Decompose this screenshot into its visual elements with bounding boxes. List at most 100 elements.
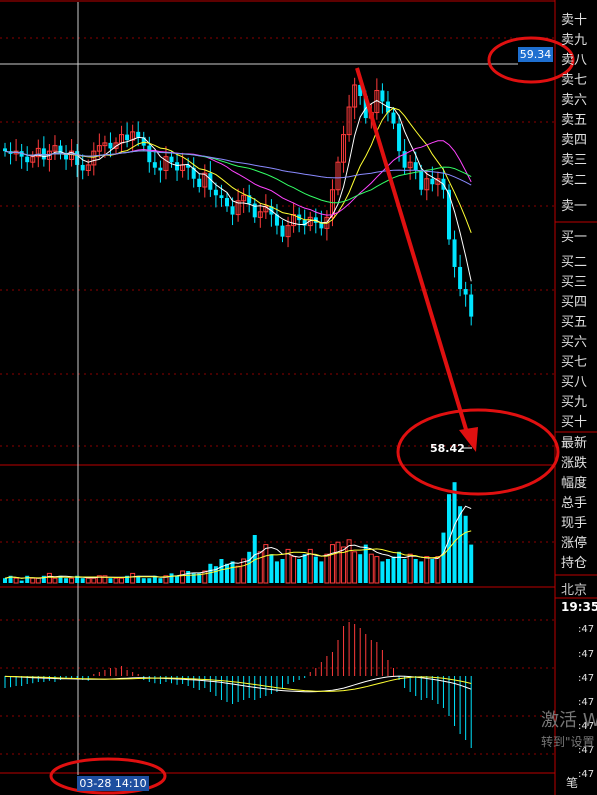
volume-bar-down [64,578,69,583]
volume-bar-down [313,556,318,583]
volume-bar-up [52,577,58,584]
candle-body-down [252,203,257,218]
volume-bar-down [136,575,141,583]
volume-bar-down [274,561,279,583]
activate-watermark: 激活 W [541,710,597,731]
ma60-line [4,150,472,186]
sell-level-label: 卖四 [561,133,588,148]
candle-body-down [208,173,213,190]
volume-bar-down [41,575,46,583]
quote-field-label: 持仓 [561,556,588,571]
volume-bar-up [424,556,430,584]
candle-body-down [430,178,435,185]
tick-price: :47 [578,697,595,708]
volume-bar-up [130,572,136,584]
volume-bar-down [3,578,7,583]
volume-bar-down [397,551,402,583]
tick-price: :47 [578,624,595,635]
volume-bar-down [463,515,468,583]
volume-bar-down [402,559,407,583]
candle-body-up [130,131,136,141]
volume-bar-up [119,577,125,584]
candle-body-down [391,112,396,124]
candle-body-down [225,198,229,207]
candle-body-down [147,145,152,163]
volume-bar-up [435,556,441,584]
sell-level-label: 卖八 [561,53,588,68]
candle-body-down [141,137,146,146]
candle-body-down [280,225,285,237]
volume-bar-down [385,559,390,583]
candle-body-up [352,84,358,108]
candle-body-down [64,153,69,160]
current-time: 19:35 [561,600,597,614]
volume-bar-up [180,570,186,584]
buy-level-label: 买一 [561,230,588,245]
candle-body-up [85,164,91,171]
exchange-city: 北京 [561,583,588,598]
volume-bar-up [113,577,119,584]
candle-body-up [30,156,36,163]
quote-field-label: 幅度 [561,476,588,491]
sell-level-label: 卖三 [561,153,588,168]
quote-field-label: 涨停 [561,536,588,551]
buy-level-label: 买六 [561,335,588,350]
candle-body-down [191,167,196,179]
volume-bar-up [307,548,313,584]
volume-bar-down [430,559,435,583]
sell-level-label: 卖十 [561,13,588,28]
candle-body-down [219,195,224,199]
candle-body-down [175,162,180,171]
candle-body-down [41,148,46,160]
activate-watermark-hint: 转到"设置 [541,735,595,749]
quote-field-label: 涨跌 [561,456,588,471]
candle-body-down [136,131,141,138]
candle-body-down [19,151,24,157]
candle-body-up [329,189,335,218]
candle-body-down [3,148,7,152]
candle-body-down [25,156,30,163]
volume-bar-down [280,559,285,583]
annotation-ellipse-low [396,408,560,496]
high-price-tag: 59.34 [518,47,553,62]
candle-body-down [463,289,468,295]
sell-level-label: 卖二 [561,173,588,188]
annotation-ellipse-time [49,757,167,795]
volume-bar-down [108,578,113,583]
candle-body-up [346,106,352,136]
volume-ma10-line [4,530,472,579]
volume-bar-up [368,553,374,584]
volume-bar-up [346,539,352,584]
candle-body-up [263,205,269,213]
sell-level-label: 卖一 [561,199,588,214]
volume-bar-down [225,563,229,583]
volume-bar-down [380,561,385,583]
volume-bar-down [391,556,396,583]
candle-body-up [46,150,52,160]
volume-bar-down [452,482,457,583]
sell-level-label: 卖七 [561,73,588,88]
volume-bar-up [324,553,330,584]
volume-bar-down [458,506,463,583]
candle-body-up [285,225,291,238]
candle-body-up [291,214,297,227]
candle-body-up [235,200,241,216]
candle-body-down [469,294,474,317]
volume-bar-up [96,575,102,584]
quote-field-label: 现手 [561,516,588,531]
candle-body-down [158,167,163,171]
buy-level-label: 买三 [561,275,588,290]
volume-bar-up [46,572,52,584]
candle-body-down [363,96,368,119]
volume-bar-down [175,575,180,583]
buy-level-label: 买七 [561,355,588,370]
candle-body-down [169,156,174,163]
volume-bar-up [241,558,247,584]
volume-bar-down [125,575,130,583]
candle-body-down [302,220,307,226]
candle-body-down [274,214,279,226]
volume-bar-down [252,535,257,583]
volume-bar-down [297,559,302,583]
